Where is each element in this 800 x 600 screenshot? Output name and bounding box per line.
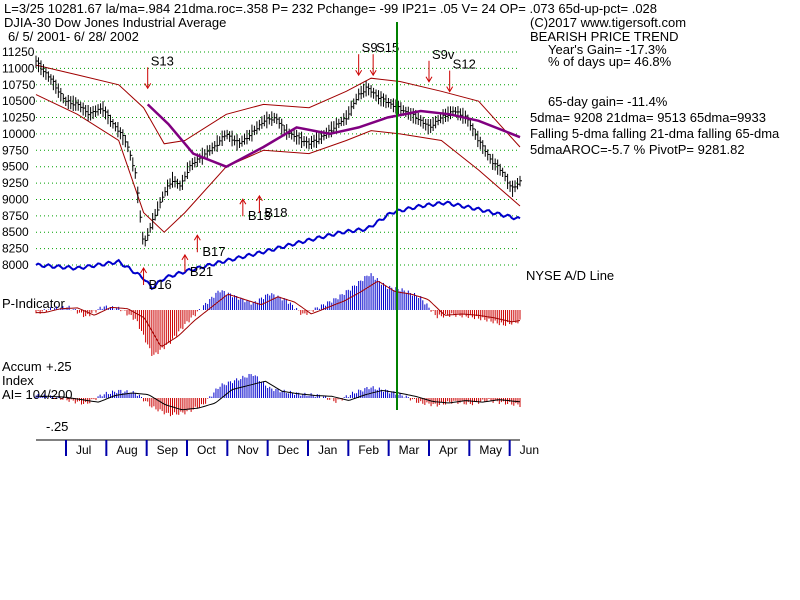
y-tick-label: 9000 [2, 192, 29, 206]
buy-signal-arrowhead [193, 234, 201, 241]
sell-signal-arrowhead [144, 83, 152, 90]
month-label: Nov [237, 443, 258, 457]
month-label: Jun [520, 443, 539, 457]
price-band [35, 64, 521, 233]
price-axis-ticks: 11250 11000 10750 10500 10250 10000 9750 9500 92… [2, 45, 36, 272]
month-label: Feb [358, 443, 379, 457]
days-up: % of days up= 46.8% [548, 54, 672, 69]
y-tick-label: 8250 [2, 242, 29, 256]
buy-signal-label: B18 [264, 205, 287, 220]
month-label: Apr [439, 443, 458, 457]
ma65-layer [146, 103, 521, 169]
y-tick-label: 10500 [2, 94, 36, 108]
accum-lower-tick: -.25 [46, 419, 68, 434]
accum-label: Accum [2, 359, 42, 374]
sell-signal-label: S9v [432, 47, 455, 62]
sell-signal-label: S9 [362, 40, 378, 55]
month-label: Sep [157, 443, 179, 457]
month-label: Mar [399, 443, 420, 457]
accum-index-panel [35, 373, 521, 417]
buy-signal-label: B21 [190, 264, 213, 279]
y-tick-label: 8750 [2, 209, 29, 223]
buy-signal-arrowhead [181, 253, 189, 261]
aroc-pivot: 5dmaAROC=-5.7 % PivotP= 9281.82 [530, 142, 745, 157]
nyse-ad-label: NYSE A/D Line [526, 268, 614, 283]
index-name: DJIA-30 Dow Jones Industrial Average [4, 15, 226, 30]
y-tick-label: 9500 [2, 160, 29, 174]
y-tick-label: 8000 [2, 258, 29, 272]
y-tick-label: 10000 [2, 127, 36, 141]
buy-signal-arrowhead [255, 194, 263, 202]
y-tick-label: 10750 [2, 78, 36, 92]
sell-signal-label: S13 [151, 53, 174, 68]
p-indicator-label: P-Indicator [2, 296, 66, 311]
ai-label: AI= 104/200 [2, 387, 72, 402]
month-label: Aug [116, 443, 137, 457]
month-label: Oct [197, 443, 216, 457]
sell-signal-arrowhead [425, 76, 433, 83]
sell-signal-label: S15 [376, 40, 399, 55]
sell-signal-arrowhead [369, 69, 377, 77]
years-gain: Year's Gain= -17.3% [548, 42, 667, 57]
y-tick-label: 9750 [2, 143, 29, 157]
sell-signal-label: S12 [453, 57, 476, 72]
ma65-line [146, 103, 521, 169]
lower-band-line [35, 94, 521, 233]
month-label: May [479, 443, 502, 457]
date-range: 6/ 5/ 2001- 6/ 28/ 2002 [8, 29, 139, 44]
copyright: (C)2017 www.tigersoft.com [530, 15, 686, 30]
sell-signal-arrowhead [446, 86, 454, 93]
accum-index-ma-line [36, 380, 521, 411]
nyse-ad-line [35, 200, 521, 291]
buy-signal-label: B13 [248, 208, 271, 223]
gain-65-day: 65-day gain= -11.4% [548, 94, 668, 109]
header-stats: L=3/25 10281.67 la/ma=.984 21dma.roc=.35… [4, 1, 657, 16]
month-label: Dec [278, 443, 299, 457]
buy-signal-arrowhead [239, 198, 247, 205]
y-tick-label: 8500 [2, 225, 29, 239]
y-tick-label: 10250 [2, 111, 36, 125]
y-tick-label: 11000 [2, 61, 35, 75]
sell-signal-arrowhead [355, 69, 363, 77]
price-gridlines [36, 51, 520, 266]
y-tick-label: 9250 [2, 176, 29, 190]
trend-label: BEARISH PRICE TREND [530, 29, 679, 44]
month-label: Jul [76, 443, 91, 457]
upper-band-line [35, 64, 521, 148]
dma-values: 5dma= 9208 21dma= 9513 65dma=9933 [530, 110, 766, 125]
month-axis: Jul Aug Sep Oct Nov Dec Jan Feb Mar Apr May Jun [36, 439, 539, 457]
month-label: Jan [318, 443, 337, 457]
p-indicator-panel [35, 273, 521, 356]
buy-signal-arrowhead [140, 267, 147, 274]
y-tick-label: 11250 [2, 45, 35, 59]
buy-signal-label: B16 [149, 277, 172, 292]
p-indicator-ma-line [36, 280, 521, 347]
accum-upper-tick: +.25 [46, 359, 72, 374]
buy-signal-label: B17 [202, 244, 225, 259]
ad-line-layer [35, 200, 521, 291]
index-label: Index [2, 373, 34, 388]
falling-dma: Falling 5-dma falling 21-dma falling 65-… [530, 126, 780, 141]
